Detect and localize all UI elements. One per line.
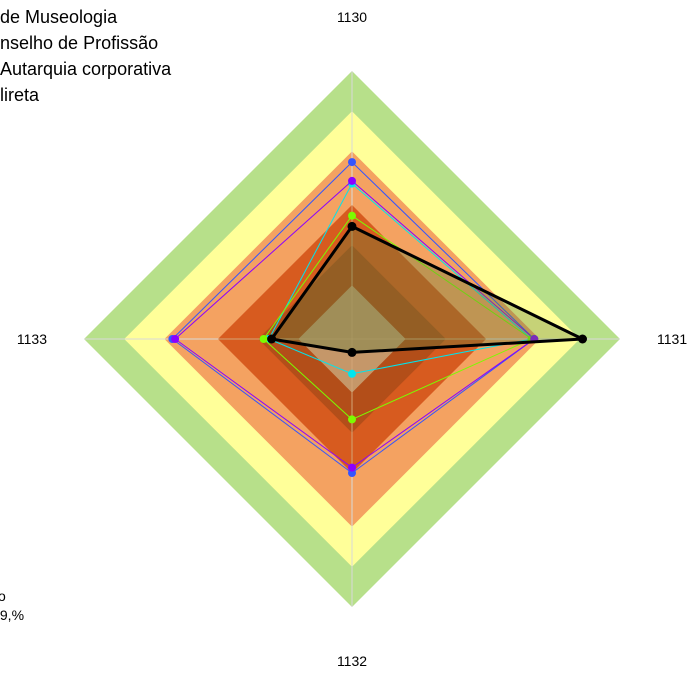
legend-line-2: nselho de Profissão: [0, 33, 158, 53]
legend-line-3: Autarquia corporativa: [0, 59, 172, 79]
series-5-point-1131: [578, 334, 587, 344]
legend-line-1: de Museologia: [0, 7, 118, 27]
overlay-polygon: [218, 205, 486, 473]
axis-label-1132: 1132: [337, 653, 367, 669]
series-3-point-1130: [348, 211, 356, 220]
axis-label-1130: 1130: [337, 9, 367, 25]
series-5-point-1133: [267, 334, 277, 344]
reference-overlay: [218, 205, 486, 473]
note-line-2: ,9,%: [0, 607, 24, 623]
note-line-1: o: [0, 588, 6, 604]
series-3-point-1132: [348, 415, 356, 424]
series-5-point-1130: [347, 221, 357, 231]
series-5: [267, 221, 587, 357]
series-4-point-1130: [348, 176, 356, 185]
series-1-point-1132: [348, 369, 356, 378]
series-2-point-1130: [348, 158, 356, 167]
series-4-point-1133: [171, 335, 180, 343]
data-series: [168, 158, 587, 477]
legend-line-4: lireta: [0, 85, 40, 105]
series-3-point-1133: [259, 335, 268, 343]
series-4-point-1132: [348, 463, 356, 472]
series-5-point-1132: [347, 347, 357, 357]
axis-label-1133: 1133: [17, 331, 47, 347]
axis-label-1131: 1131: [657, 331, 687, 347]
